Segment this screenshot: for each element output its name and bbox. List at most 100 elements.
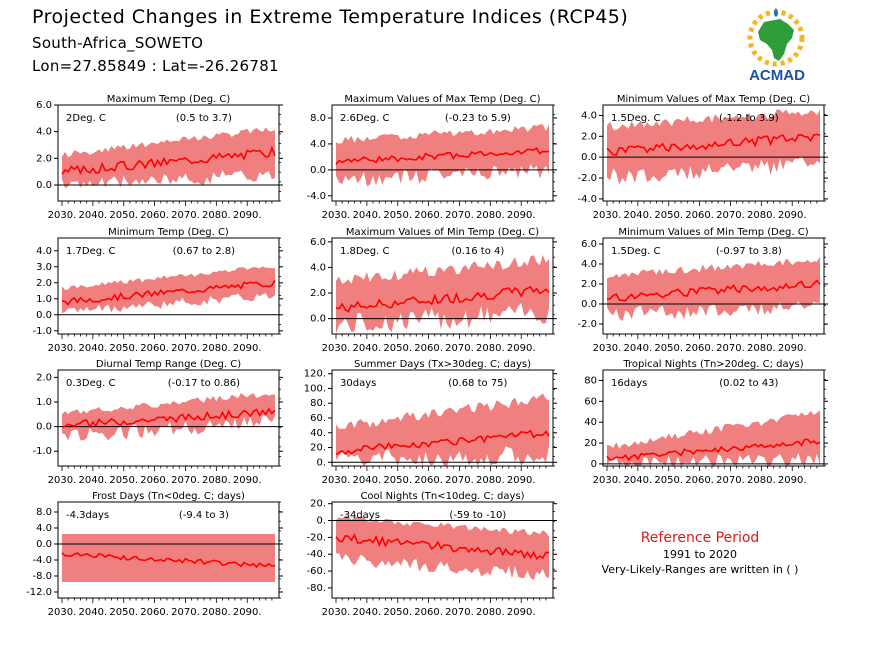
x-tick-label: 2040. [79,607,108,618]
page-title: Projected Changes in Extreme Temperature… [32,6,629,28]
chart-panel-11: 20. 0. -20. -40. -60. -80. 2030. 2040. 2050. 2060… [306,491,557,618]
ensemble-mean-line [335,429,550,456]
mean-change-label: 16days [611,378,647,389]
y-tick-label: 0. [316,516,326,527]
ensemble-mean-line [606,438,821,462]
x-tick-label: 2060. [685,210,714,221]
mean-change-label: 1.5Deg. C [611,246,660,257]
x-tick-label: 2080. [476,210,505,221]
very-likely-range-label: (-9.4 to 3) [179,510,229,521]
range-band [336,393,549,466]
x-tick-label: 2040. [353,343,382,354]
x-tick-label: 2060. [685,343,714,354]
very-likely-range-label: (0.67 to 2.8) [173,246,235,257]
x-tick-label: 2030. [593,343,622,354]
x-tick-label: 2050. [654,343,683,354]
acmad-logo: ACMAD [747,8,805,84]
ensemble-mean-line [335,286,550,313]
ensemble-mean-line [61,552,276,569]
x-tick-label: 2090. [778,343,807,354]
very-likely-range-note: Very-Likely-Ranges are written in ( ) [601,563,799,576]
x-tick-label: 2080. [476,607,505,618]
ensemble-mean-line [606,279,821,302]
x-tick-label: 2070. [445,607,474,618]
y-tick-label: 2.0 [36,372,52,383]
ensemble-mean-line [335,533,550,560]
y-tick-label: 40 [584,417,597,428]
y-tick-label: 2.0 [310,288,326,299]
x-tick-label: 2040. [624,210,653,221]
y-tick-label: 120. [304,369,326,380]
x-tick-label: 2030. [48,475,77,486]
x-tick-label: 2090. [233,343,262,354]
y-tick-label: 6.0 [310,237,326,248]
y-tick-label: -2.0 [577,319,597,330]
chart-title: Diurnal Temp Range (Deg. C) [96,359,241,370]
mean-change-label: -4.3days [66,510,109,521]
chart-title: Maximum Temp (Deg. C) [107,94,231,105]
x-tick-label: 2090. [233,607,262,618]
y-tick-label: 4.0 [36,523,52,534]
x-tick-label: 2060. [414,607,443,618]
chart-panel-1: 6.0 4.0 2.0 0.0 2030. 2040. 2050. 2060. 2070. 208… [36,94,283,221]
reference-period-title: Reference Period [640,530,760,546]
y-tick-label: -20. [306,532,326,543]
x-tick-label: 2070. [716,343,745,354]
chart-title: Minimum Values of Max Temp (Deg. C) [617,94,810,105]
chart-panel-6: 6.0 4.0 2.0 0.0 -2.0 2030. 2040. 2050. 2060. 2070… [577,227,828,354]
x-tick-label: 2060. [414,475,443,486]
x-tick-label: 2050. [383,607,412,618]
y-tick-label: -1.0 [32,446,52,457]
y-tick-label: -12.0 [26,587,52,598]
y-tick-label: 2.0 [581,279,597,290]
y-tick-label: -8.0 [32,571,52,582]
x-tick-label: 2030. [322,607,351,618]
y-tick-label: -4.0 [32,555,52,566]
x-tick-label: 2080. [747,343,776,354]
x-tick-label: 2060. [140,210,169,221]
y-tick-label: 0.0 [36,180,52,191]
x-tick-label: 2090. [507,343,536,354]
very-likely-range-label: (-0.17 to 0.86) [168,378,240,389]
y-tick-label: 0.0 [581,152,597,163]
logo-text: ACMAD [749,67,805,84]
very-likely-range-label: (-59 to -10) [449,510,506,521]
very-likely-range-label: (-1.2 to 3.9) [719,113,779,124]
mean-change-label: 1.7Deg. C [66,246,115,257]
coordinates-label: Lon=27.85849 : Lat=-26.26781 [32,57,279,75]
x-tick-label: 2030. [48,607,77,618]
x-tick-label: 2040. [353,475,382,486]
y-tick-label: 0.0 [581,299,597,310]
x-tick-label: 2060. [414,210,443,221]
x-tick-label: 2030. [48,343,77,354]
x-tick-label: 2040. [79,475,108,486]
y-tick-label: 3.0 [36,262,52,273]
x-tick-label: 2030. [322,210,351,221]
chart-title: Minimum Values of Min Temp (Deg. C) [618,227,808,238]
x-tick-label: 2060. [685,475,714,486]
x-tick-label: 2070. [716,210,745,221]
mean-change-label: 1.8Deg. C [340,246,389,257]
x-tick-label: 2090. [778,475,807,486]
y-tick-label: 0. [316,457,326,468]
y-tick-label: 80. [310,398,326,409]
x-tick-label: 2090. [233,475,262,486]
range-band [336,254,549,334]
chart-title: Maximum Values of Max Temp (Deg. C) [344,94,540,105]
y-tick-label: 6.0 [36,100,52,111]
x-tick-label: 2030. [322,475,351,486]
y-tick-label: 1.0 [36,397,52,408]
range-band [62,393,275,441]
x-tick-label: 2070. [445,210,474,221]
y-tick-label: -80. [306,583,326,594]
x-tick-label: 2080. [202,607,231,618]
ensemble-mean-line [335,146,550,165]
x-tick-label: 2060. [140,475,169,486]
ensemble-mean-line [61,145,276,175]
x-tick-label: 2040. [353,210,382,221]
x-tick-label: 2060. [140,343,169,354]
header: Projected Changes in Extreme Temperature… [0,0,879,88]
x-tick-label: 2050. [109,343,138,354]
